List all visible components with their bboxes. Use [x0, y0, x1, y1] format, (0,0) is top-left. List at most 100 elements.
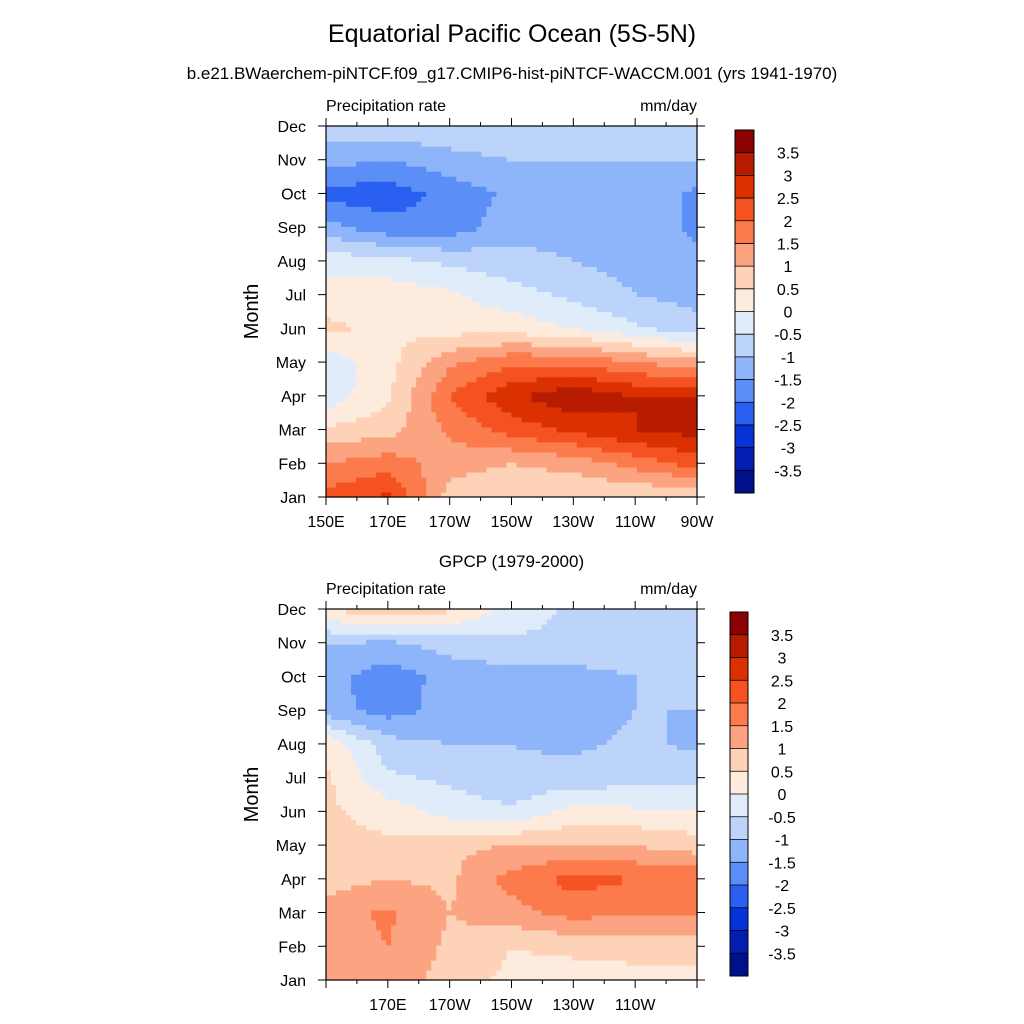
field-cell — [326, 241, 332, 247]
field-cell — [481, 391, 488, 398]
field-cell — [361, 361, 367, 368]
field-cell — [611, 431, 618, 438]
field-cell — [651, 246, 658, 252]
field-cell — [486, 421, 493, 428]
field-cell — [561, 336, 568, 343]
field-cell — [396, 161, 402, 167]
field-cell — [591, 416, 598, 423]
field-cell — [541, 476, 548, 483]
field-cell — [461, 461, 467, 468]
field-cell — [476, 246, 483, 252]
field-cell — [536, 341, 543, 348]
field-cell — [391, 331, 397, 338]
field-cell — [666, 431, 673, 438]
field-cell — [531, 346, 538, 353]
field-cell — [561, 326, 568, 333]
field-cell — [641, 436, 648, 443]
field-cell — [621, 286, 628, 293]
field-cell — [366, 166, 372, 172]
field-cell — [421, 206, 427, 212]
field-cell — [371, 221, 377, 227]
field-cell — [386, 276, 392, 283]
field-cell — [411, 436, 417, 443]
field-cell — [636, 446, 643, 453]
field-cell — [551, 426, 558, 433]
field-cell — [406, 361, 412, 368]
field-cell — [491, 436, 498, 443]
field-cell — [346, 241, 352, 247]
field-cell — [651, 471, 658, 478]
field-cell — [641, 431, 648, 438]
field-cell — [371, 316, 377, 323]
field-cell — [436, 386, 442, 393]
field-cell — [636, 196, 643, 202]
field-cell — [646, 311, 653, 318]
field-cell — [551, 416, 558, 423]
field-cell — [511, 451, 518, 458]
field-cell — [611, 376, 618, 383]
field-cell — [531, 226, 538, 232]
field-cell — [516, 481, 523, 488]
field-cell — [516, 466, 523, 473]
field-cell — [441, 226, 447, 232]
field-cell — [676, 456, 683, 463]
field-cell — [666, 196, 673, 202]
field-cell — [586, 401, 593, 408]
field-cell — [526, 186, 533, 192]
field-cell — [561, 361, 568, 368]
field-cell — [601, 436, 608, 443]
field-cell — [576, 331, 583, 338]
field-cell — [441, 156, 447, 162]
field-cell — [376, 486, 382, 493]
field-cell — [471, 406, 477, 413]
field-cell — [691, 396, 698, 403]
field-cell — [676, 256, 683, 262]
field-cell — [591, 346, 598, 353]
field-cell — [501, 441, 508, 448]
field-cell — [351, 231, 357, 237]
field-cell — [571, 366, 578, 373]
field-cell — [336, 416, 342, 423]
field-cell — [486, 376, 493, 383]
field-cell — [336, 446, 342, 453]
field-cell — [566, 216, 573, 222]
field-cell — [361, 286, 367, 293]
field-cell — [661, 441, 668, 448]
field-cell — [641, 256, 648, 262]
field-cell — [656, 326, 663, 333]
field-cell — [636, 371, 643, 378]
field-cell — [556, 421, 563, 428]
field-cell — [591, 486, 598, 493]
field-cell — [381, 441, 387, 448]
field-cell — [466, 191, 472, 197]
field-cell — [376, 481, 382, 488]
field-cell — [461, 421, 467, 428]
field-cell — [336, 191, 342, 197]
field-cell — [561, 426, 568, 433]
field-cell — [491, 421, 498, 428]
field-cell — [381, 316, 387, 323]
field-cell — [371, 451, 377, 458]
field-cell — [516, 381, 523, 388]
field-cell — [596, 376, 603, 383]
field-cell — [421, 401, 427, 408]
field-cell — [426, 216, 432, 222]
field-cell — [491, 186, 498, 192]
field-cell — [591, 361, 598, 368]
field-cell — [566, 241, 573, 247]
field-cell — [666, 331, 673, 338]
field-cell — [331, 346, 337, 353]
field-cell — [366, 241, 372, 247]
field-cell — [391, 381, 397, 388]
field-cell — [496, 431, 503, 438]
field-cell — [371, 371, 377, 378]
field-cell — [591, 266, 598, 272]
field-cell — [381, 331, 387, 338]
field-cell — [681, 341, 688, 348]
field-cell — [326, 371, 332, 378]
field-cell — [606, 436, 613, 443]
field-cell — [356, 211, 362, 217]
field-cell — [326, 376, 332, 383]
field-cell — [351, 376, 357, 383]
field-cell — [656, 446, 663, 453]
